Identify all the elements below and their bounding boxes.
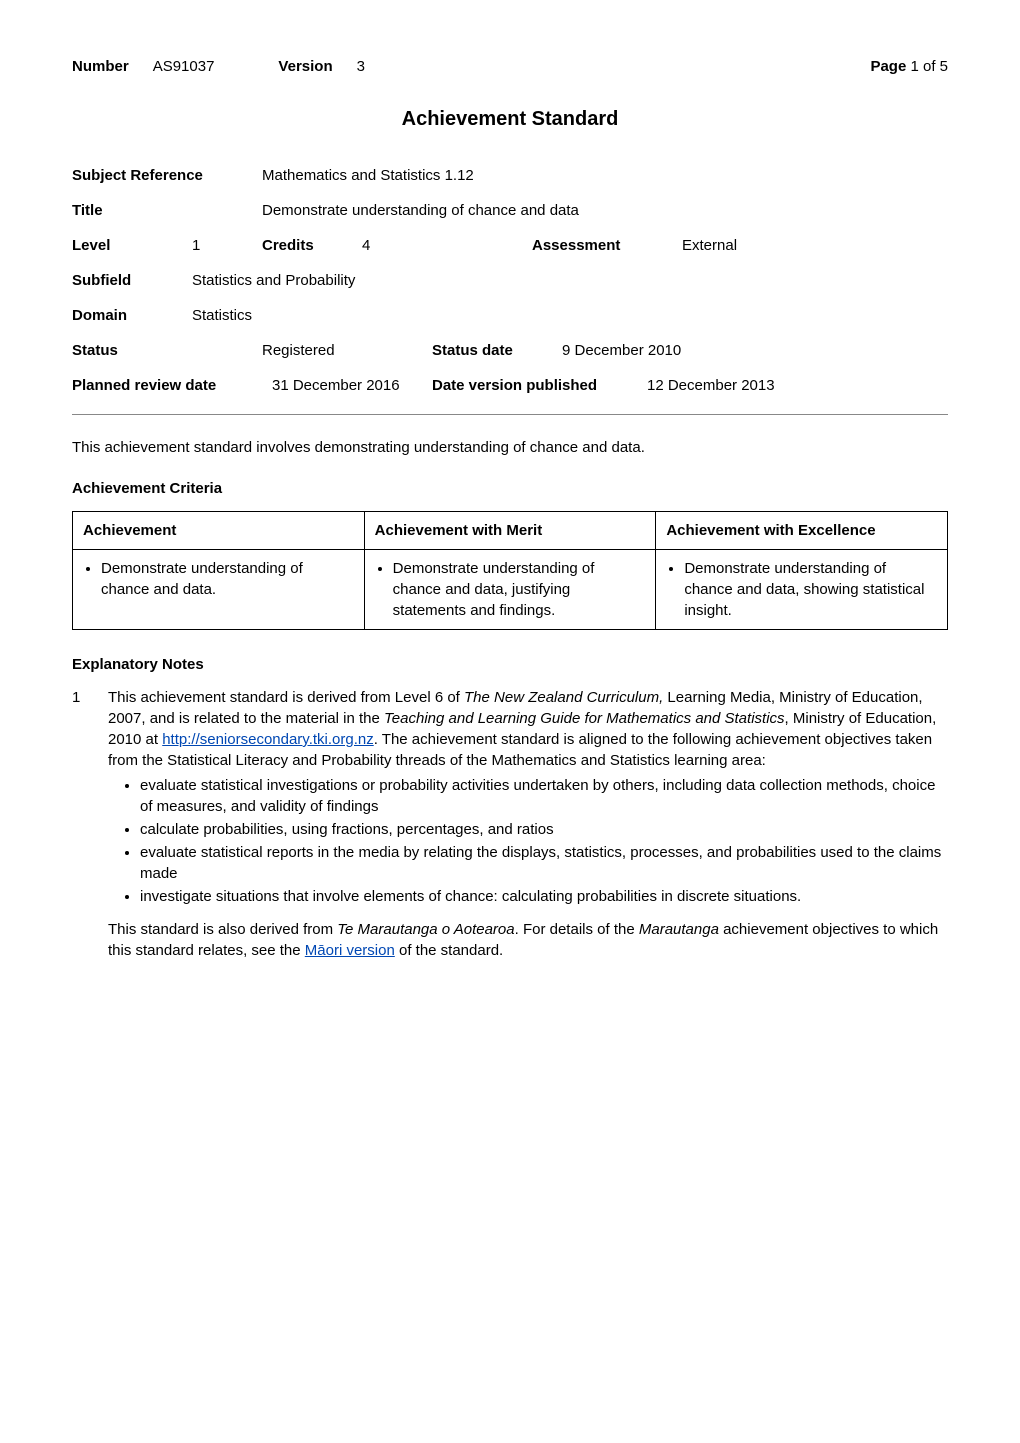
status-label: Status bbox=[72, 340, 262, 361]
criteria-col-1: Achievement with Merit bbox=[364, 512, 656, 550]
assessment-value: External bbox=[682, 235, 737, 256]
header-left: Number AS91037 Version 3 bbox=[72, 56, 365, 77]
subject-reference-label: Subject Reference bbox=[72, 165, 262, 186]
list-item: calculate probabilities, using fractions… bbox=[140, 819, 948, 840]
status-row: Status Registered Status date 9 December… bbox=[72, 340, 948, 361]
title-value: Demonstrate understanding of chance and … bbox=[262, 200, 948, 221]
subfield-value: Statistics and Probability bbox=[192, 270, 948, 291]
version-label: Version bbox=[278, 56, 332, 77]
note-1-lead: This achievement standard is derived fro… bbox=[108, 687, 948, 771]
criteria-table: Achievement Achievement with Merit Achie… bbox=[72, 511, 948, 630]
list-item: investigate situations that involve elem… bbox=[140, 886, 948, 907]
title-row: Title Demonstrate understanding of chanc… bbox=[72, 200, 948, 221]
explanatory-notes: This achievement standard is derived fro… bbox=[72, 687, 948, 961]
date-published-label: Date version published bbox=[432, 375, 647, 396]
title-label: Title bbox=[72, 200, 262, 221]
status-date-label: Status date bbox=[432, 340, 562, 361]
credits-value: 4 bbox=[362, 235, 532, 256]
level-credits-assessment-row: Level 1 Credits 4 Assessment External bbox=[72, 235, 948, 256]
separator bbox=[72, 414, 948, 415]
subfield-row: Subfield Statistics and Probability bbox=[72, 270, 948, 291]
review-row: Planned review date 31 December 2016 Dat… bbox=[72, 375, 948, 396]
criteria-heading: Achievement Criteria bbox=[72, 478, 948, 499]
list-item: evaluate statistical reports in the medi… bbox=[140, 842, 948, 884]
note-1: This achievement standard is derived fro… bbox=[72, 687, 948, 961]
subject-reference-row: Subject Reference Mathematics and Statis… bbox=[72, 165, 948, 186]
criteria-cell-2: Demonstrate understanding of chance and … bbox=[684, 558, 937, 621]
level-label: Level bbox=[72, 235, 192, 256]
page-title: Achievement Standard bbox=[72, 105, 948, 133]
table-row: Demonstrate understanding of chance and … bbox=[73, 550, 948, 630]
number-label: Number bbox=[72, 56, 129, 77]
planned-review-label: Planned review date bbox=[72, 375, 272, 396]
note-1-tail: This standard is also derived from Te Ma… bbox=[108, 919, 948, 961]
date-published-value: 12 December 2013 bbox=[647, 375, 775, 396]
domain-label: Domain bbox=[72, 305, 192, 326]
meta-block: Subject Reference Mathematics and Statis… bbox=[72, 165, 948, 396]
criteria-col-0: Achievement bbox=[73, 512, 365, 550]
header-right: Page 1 of 5 bbox=[870, 56, 948, 77]
criteria-cell-0: Demonstrate understanding of chance and … bbox=[101, 558, 354, 600]
assessment-label: Assessment bbox=[532, 235, 682, 256]
maori-version-link[interactable]: Māori version bbox=[305, 942, 395, 959]
subject-reference-value: Mathematics and Statistics 1.12 bbox=[262, 165, 948, 186]
criteria-cell-1: Demonstrate understanding of chance and … bbox=[393, 558, 646, 621]
intro-text: This achievement standard involves demon… bbox=[72, 437, 948, 458]
number-value: AS91037 bbox=[153, 56, 215, 77]
tki-link[interactable]: http://seniorsecondary.tki.org.nz bbox=[162, 731, 374, 748]
page-label: Page bbox=[870, 58, 906, 75]
page-value: 1 of 5 bbox=[910, 58, 948, 75]
domain-row: Domain Statistics bbox=[72, 305, 948, 326]
list-item: evaluate statistical investigations or p… bbox=[140, 775, 948, 817]
credits-label: Credits bbox=[262, 235, 362, 256]
level-value: 1 bbox=[192, 235, 262, 256]
version-value: 3 bbox=[357, 56, 365, 77]
planned-review-value: 31 December 2016 bbox=[272, 375, 432, 396]
domain-value: Statistics bbox=[192, 305, 948, 326]
notes-heading: Explanatory Notes bbox=[72, 654, 948, 675]
page-header: Number AS91037 Version 3 Page 1 of 5 bbox=[72, 56, 948, 77]
subfield-label: Subfield bbox=[72, 270, 192, 291]
status-date-value: 9 December 2010 bbox=[562, 340, 681, 361]
criteria-col-2: Achievement with Excellence bbox=[656, 512, 948, 550]
note-1-bullets: evaluate statistical investigations or p… bbox=[108, 775, 948, 907]
status-value: Registered bbox=[262, 340, 432, 361]
